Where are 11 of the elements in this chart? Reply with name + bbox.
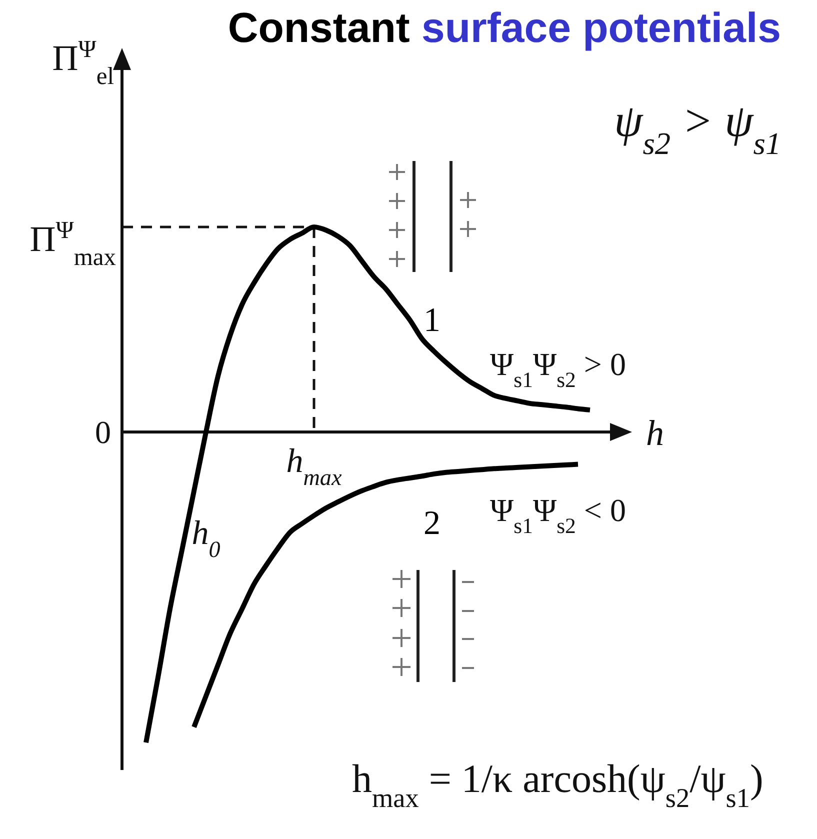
- x-axis-title: h: [646, 413, 664, 453]
- series-label: 1: [424, 302, 440, 339]
- text: h$_{max}$ = 1/κ arcosh(ψ$_{s2}$/ψ$_{s1}$): [352, 756, 764, 813]
- x-tick-label: h$_{max}$: [286, 443, 342, 491]
- annotation: Ψ$_{s1}$Ψ$_{s2}$ > 0: [490, 346, 626, 392]
- series-label: 2: [424, 505, 440, 542]
- annotation: Ψ$_{s1}$Ψ$_{s2}$ < 0: [490, 492, 626, 538]
- text: 0: [95, 414, 111, 450]
- text: ψ$_{s2}$ > ψ$_{s1}$: [614, 95, 781, 160]
- chart-title: Constant surface potentials: [228, 4, 781, 51]
- x-tick-label: h$_{0}$: [192, 515, 221, 563]
